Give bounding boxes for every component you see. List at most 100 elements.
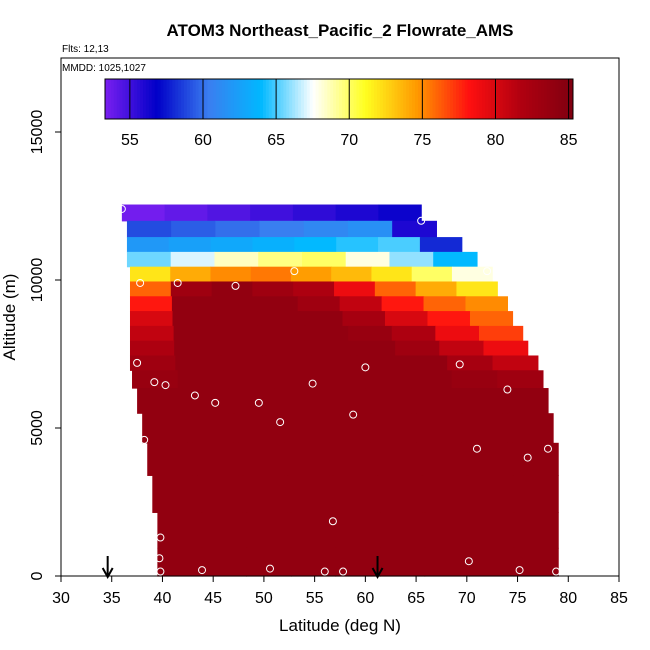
- colorbar-segment: [219, 79, 223, 119]
- curtain-cell: [252, 281, 294, 297]
- colorbar-segment: [508, 79, 513, 119]
- curtain-cell: [223, 370, 270, 389]
- sample-point: [523, 453, 532, 462]
- curtain-cell: [297, 296, 341, 312]
- curtain-cell: [210, 237, 254, 253]
- colorbar-segment: [154, 79, 159, 119]
- curtain-cell: [172, 311, 216, 327]
- colorbar-segment: [388, 79, 393, 119]
- colorbar-segment: [286, 79, 290, 119]
- colorbar-segment: [523, 79, 527, 119]
- colorbar-segment: [292, 79, 296, 119]
- curtain-cell: [126, 251, 172, 268]
- curtain-cell: [377, 475, 424, 513]
- colorbar-segment: [233, 79, 238, 119]
- colorbar-segment: [210, 79, 214, 119]
- curtain-cell: [192, 442, 240, 476]
- colorbar-segment: [534, 79, 539, 119]
- colorbar-segment: [251, 79, 255, 119]
- curtain-cell: [433, 251, 478, 268]
- colorbar-segment: [382, 79, 387, 119]
- colorbar-segment: [485, 79, 489, 119]
- curtain-cell: [336, 237, 379, 253]
- colorbar-segment: [312, 79, 317, 119]
- curtain-cell: [497, 370, 544, 389]
- curtain-cell: [129, 296, 173, 312]
- curtain-cell: [164, 204, 208, 222]
- curtain-cell: [360, 370, 407, 389]
- colorbar-segment: [374, 79, 378, 119]
- curtain-cell: [293, 281, 335, 297]
- colorbar-segment: [529, 79, 533, 119]
- colorbar-segment: [362, 79, 366, 119]
- x-tick-label: 55: [306, 590, 324, 607]
- curtain-cell: [147, 442, 194, 476]
- sample-point: [538, 351, 547, 360]
- curtain-cell: [324, 413, 372, 444]
- curtain-cell: [171, 220, 216, 238]
- colorbar-segment: [549, 79, 554, 119]
- x-axis-label: Latitude (deg N): [279, 616, 401, 635]
- colorbar-segment: [122, 79, 126, 119]
- curtain-cell: [129, 325, 175, 342]
- sample-point: [361, 363, 370, 372]
- curtain-cell: [129, 311, 174, 327]
- sample-point: [543, 444, 552, 453]
- colorbar-segment: [157, 79, 162, 119]
- colorbar-segment: [415, 79, 419, 119]
- curtain-cell: [257, 311, 301, 327]
- sample-point: [559, 459, 568, 468]
- colorbar-tick-label: 80: [487, 132, 505, 149]
- colorbar-segment: [476, 79, 480, 119]
- colorbar-segment: [356, 79, 360, 119]
- sample-point: [349, 410, 358, 419]
- colorbar-segment: [511, 79, 515, 119]
- colorbar-segment: [105, 79, 109, 119]
- x-tick-label: 45: [204, 590, 222, 607]
- x-tick-label: 60: [356, 590, 374, 607]
- colorbar-segment: [239, 79, 243, 119]
- curtain-cell: [129, 340, 175, 357]
- colorbar-segment: [321, 79, 325, 119]
- colorbar-segment: [432, 79, 437, 119]
- curtain-cell: [416, 413, 463, 444]
- curtain-cell: [451, 266, 493, 283]
- colorbar-segment: [353, 79, 358, 119]
- colorbar-segment: [406, 79, 410, 119]
- colorbar-segment: [450, 79, 454, 119]
- sample-point: [455, 360, 464, 369]
- sample-point: [328, 517, 337, 526]
- curtain-cell: [301, 251, 347, 268]
- colorbar-segment: [350, 79, 355, 119]
- colorbar-segment: [148, 79, 153, 119]
- curtain-cell: [214, 251, 259, 268]
- y-tick-label: 10000: [29, 258, 46, 303]
- colorbar-segment: [537, 79, 542, 119]
- curtain-cell: [342, 311, 386, 327]
- colorbar-segment: [295, 79, 299, 119]
- curtain-cell: [345, 251, 391, 268]
- curtain-cell: [290, 266, 332, 283]
- colorbar-segment: [391, 79, 396, 119]
- colorbar-segment: [546, 79, 551, 119]
- colorbar-segment: [412, 79, 416, 119]
- curtain-cell: [132, 370, 179, 389]
- colorbar-segment: [262, 79, 267, 119]
- curtain-cell: [465, 296, 508, 312]
- colorbar-segment: [183, 79, 188, 119]
- curtain-cell: [371, 266, 413, 283]
- colorbar-segment: [134, 79, 138, 119]
- curtain-cell: [171, 296, 215, 312]
- colorbar-segment: [260, 79, 264, 119]
- sample-point: [290, 267, 299, 276]
- colorbar-segment: [242, 79, 246, 119]
- curtain-cell: [168, 237, 212, 253]
- curtain-cell: [170, 281, 213, 297]
- colorbar-segment: [520, 79, 524, 119]
- colorbar-segment: [257, 79, 261, 119]
- curtain-cell: [461, 413, 508, 444]
- colorbar-segment: [110, 79, 115, 119]
- colorbar-segment: [453, 79, 457, 119]
- curtain-cell: [350, 340, 396, 357]
